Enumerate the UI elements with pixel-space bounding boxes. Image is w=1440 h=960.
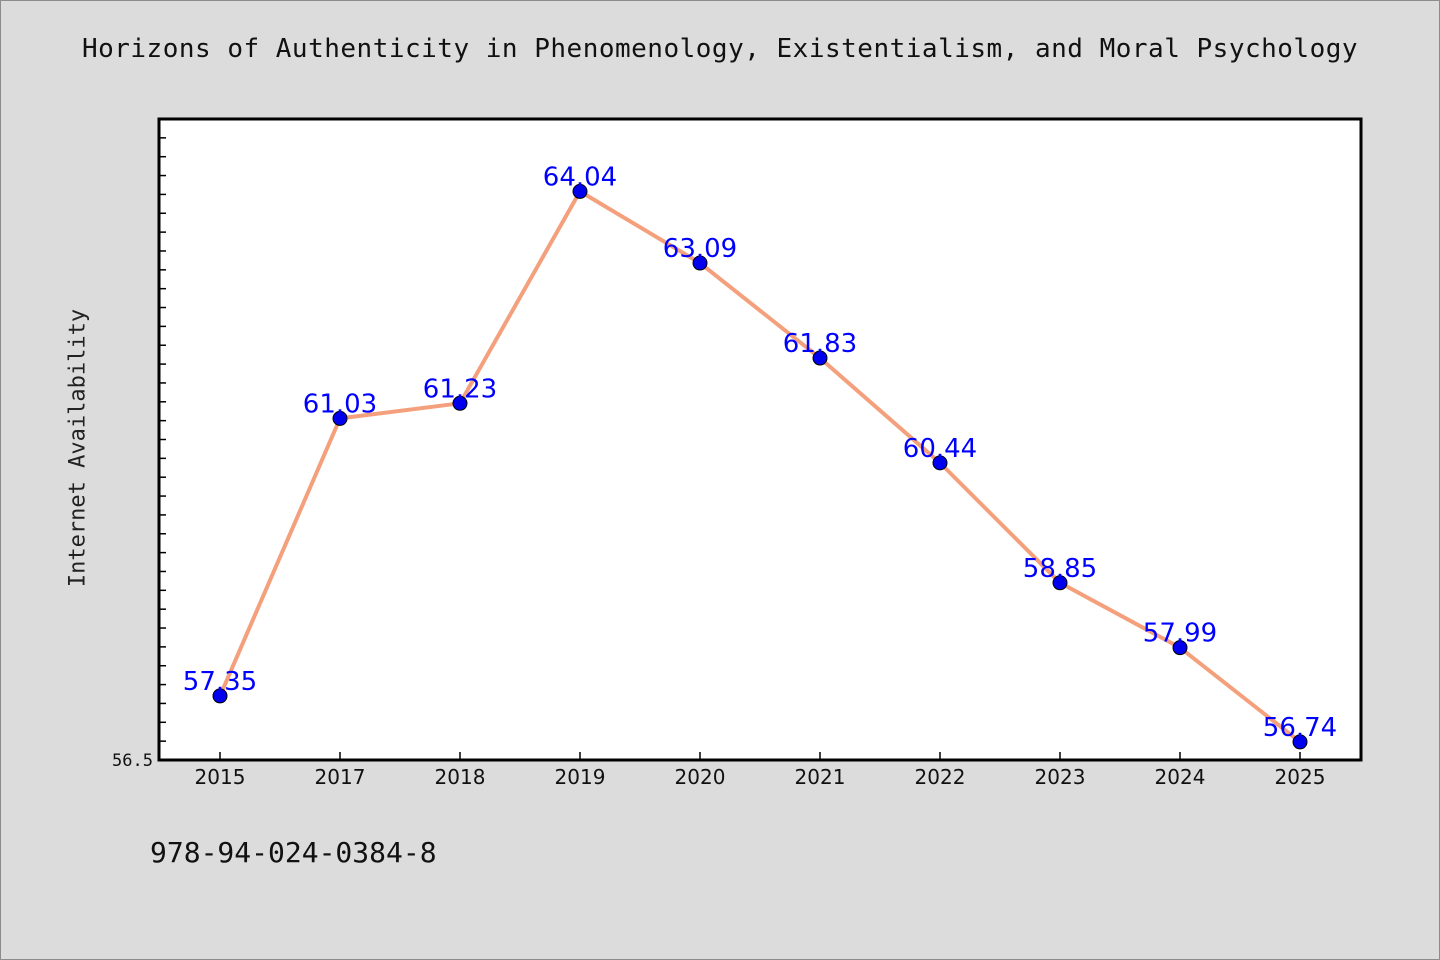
data-point xyxy=(332,410,348,426)
data-label: 58.85 xyxy=(1023,554,1097,584)
x-tick-label: 2025 xyxy=(1275,765,1326,789)
isbn-footer: 978-94-024-0384-8 xyxy=(150,836,437,869)
data-label: 57.35 xyxy=(183,667,257,697)
x-axis-ticks: 2015 2017 2018 2019 2020 2021 2022 2023 2024 2025 xyxy=(195,752,1326,789)
data-label: 56.74 xyxy=(1263,713,1337,743)
x-tick-label: 2020 xyxy=(675,765,726,789)
data-point xyxy=(692,255,708,271)
data-point xyxy=(452,395,468,411)
y-axis-ticks: 56.5 xyxy=(112,118,166,771)
data-point xyxy=(1052,575,1068,591)
data-point xyxy=(212,688,228,704)
y-tick-label: 56.5 xyxy=(112,751,153,771)
x-tick-label: 2017 xyxy=(315,765,366,789)
data-label: 57.99 xyxy=(1143,619,1217,649)
data-label: 64.04 xyxy=(543,162,617,192)
x-tick-label: 2015 xyxy=(195,765,246,789)
x-tick-label: 2019 xyxy=(555,765,606,789)
data-point xyxy=(812,350,828,366)
x-tick-label: 2023 xyxy=(1035,765,1086,789)
data-points xyxy=(212,183,1308,750)
data-point xyxy=(1292,734,1308,750)
data-label: 60.44 xyxy=(903,434,977,464)
data-point xyxy=(572,183,588,199)
data-point xyxy=(932,455,948,471)
data-label: 61.23 xyxy=(423,374,497,404)
x-tick-label: 2018 xyxy=(435,765,486,789)
chart-title: Horizons of Authenticity in Phenomenolog… xyxy=(81,34,1359,64)
x-tick-label: 2024 xyxy=(1155,765,1206,789)
data-labels: 57.35 61.03 61.23 64.04 63.09 61.83 60.44 58.85… xyxy=(183,162,1337,743)
data-label: 61.03 xyxy=(303,389,377,419)
data-label: 63.09 xyxy=(663,234,737,264)
data-label: 61.83 xyxy=(783,329,857,359)
plot-area xyxy=(157,117,1363,762)
series-line xyxy=(218,189,1302,744)
x-tick-label: 2022 xyxy=(915,765,966,789)
x-tick-label: 2021 xyxy=(795,765,846,789)
data-point xyxy=(1172,640,1188,656)
